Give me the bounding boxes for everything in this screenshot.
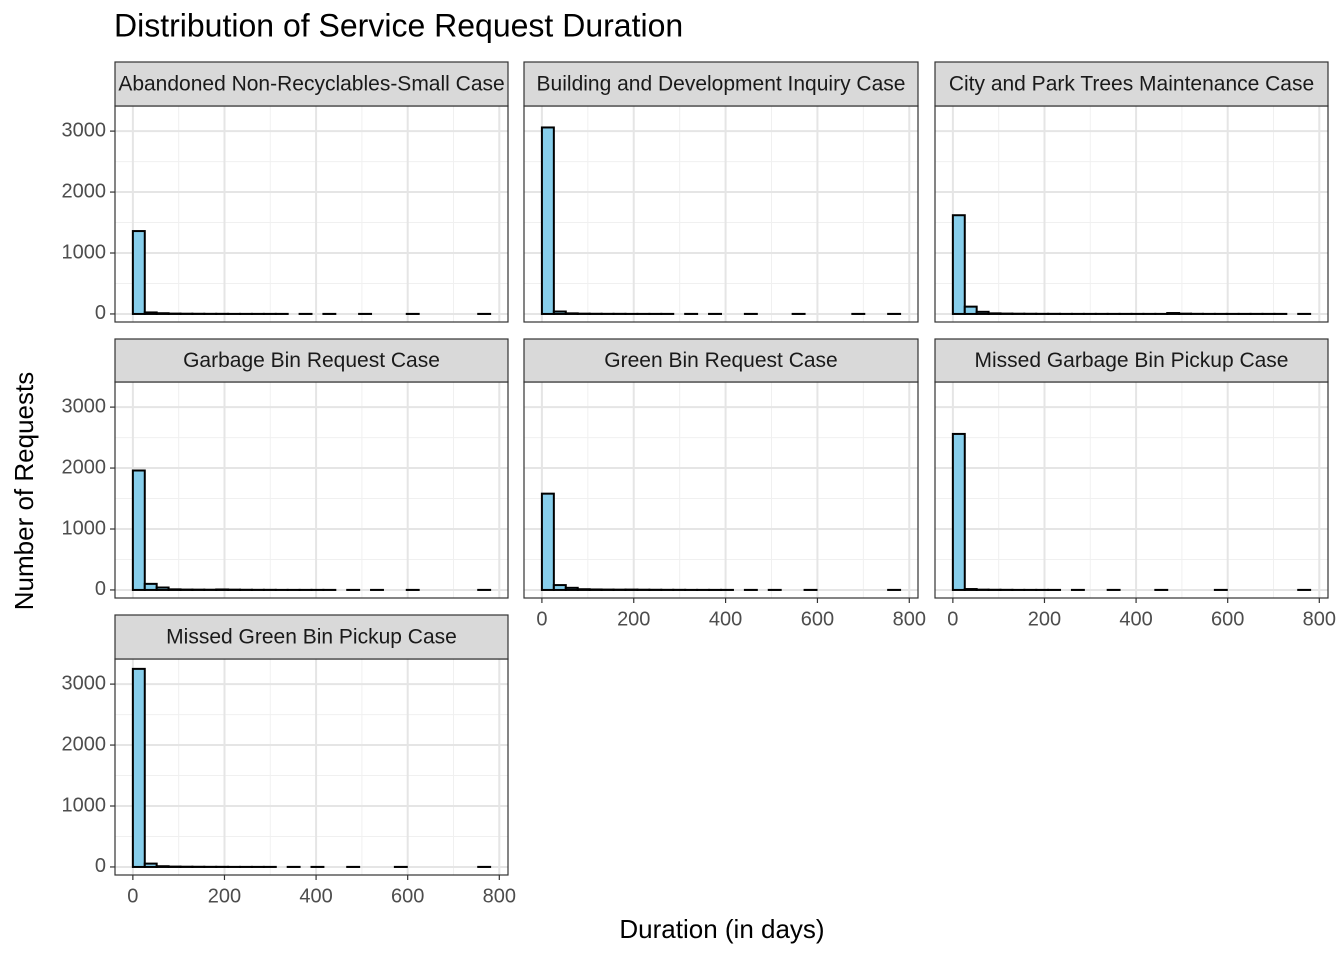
panel-background xyxy=(524,382,918,598)
strip xyxy=(114,61,509,107)
x-tick-label: 200 xyxy=(208,885,241,907)
histogram-bar xyxy=(540,492,555,591)
strip-label: Abandoned Non-Recyclables-Small Case xyxy=(118,73,504,96)
panel-background xyxy=(115,106,508,322)
y-tick-label: 1000 xyxy=(62,517,107,539)
histogram-bar xyxy=(131,469,146,591)
panel-background xyxy=(935,106,1328,322)
x-tick-label: 800 xyxy=(1303,608,1336,630)
strip xyxy=(114,614,509,660)
y-tick-label: 2000 xyxy=(62,456,107,478)
y-tick-label: 0 xyxy=(95,302,106,324)
x-tick-label: 400 xyxy=(1119,608,1152,630)
histogram-bar xyxy=(552,310,567,315)
y-tick-label: 2000 xyxy=(62,180,107,202)
y-tick-label: 3000 xyxy=(62,395,107,417)
panel-background xyxy=(524,106,918,322)
strip-label: Garbage Bin Request Case xyxy=(183,349,440,372)
x-tick-label: 600 xyxy=(1211,608,1244,630)
strip-label: Missed Garbage Bin Pickup Case xyxy=(975,349,1289,372)
x-tick-label: 0 xyxy=(947,608,958,630)
y-tick-label: 3000 xyxy=(62,672,107,694)
x-axis-title: Duration (in days) xyxy=(619,914,824,944)
y-tick-label: 3000 xyxy=(62,119,107,141)
histogram-bar xyxy=(987,312,1002,315)
y-tick-label: 2000 xyxy=(62,733,107,755)
x-tick-label: 600 xyxy=(801,608,834,630)
strip-label: Missed Green Bin Pickup Case xyxy=(166,626,457,649)
histogram-bar xyxy=(975,310,990,315)
strip xyxy=(114,338,509,383)
x-tick-label: 200 xyxy=(1028,608,1061,630)
panel: Garbage Bin Request Case 0 1000 2000 3000 xyxy=(62,338,509,600)
strip-label: Building and Development Inquiry Case xyxy=(537,73,906,96)
histogram-bar xyxy=(963,588,978,591)
x-tick-label: 0 xyxy=(536,608,547,630)
histogram-bar xyxy=(564,586,579,591)
histogram-bar xyxy=(963,305,978,315)
x-tick-label: 400 xyxy=(299,885,332,907)
x-tick-label: 400 xyxy=(709,608,742,630)
y-tick-label: 0 xyxy=(95,578,106,600)
strip xyxy=(934,61,1329,107)
strip-label: Green Bin Request Case xyxy=(604,349,837,372)
panel: Green Bin Request Case 0 200 400 600 800 xyxy=(523,338,926,630)
panel-background xyxy=(115,659,508,875)
histogram-bar xyxy=(155,586,170,591)
histogram-bar xyxy=(131,230,146,315)
strip-label: City and Park Trees Maintenance Case xyxy=(949,73,1314,96)
panel: City and Park Trees Maintenance Case xyxy=(934,61,1329,323)
histogram-bar xyxy=(951,432,966,591)
histogram-bar xyxy=(576,588,591,591)
histogram-bar xyxy=(143,582,158,591)
histogram-bar xyxy=(1166,312,1181,315)
histogram-bar xyxy=(131,667,146,868)
histogram-bar xyxy=(155,312,170,315)
y-axis-title: Number of Requests xyxy=(9,372,39,610)
chart-title: Distribution of Service Request Duration xyxy=(114,7,683,43)
y-tick-label: 1000 xyxy=(62,241,107,263)
histogram-bar xyxy=(951,214,966,315)
x-tick-label: 800 xyxy=(483,885,516,907)
panel: Missed Green Bin Pickup Case010002000300… xyxy=(62,614,516,907)
histogram-bar xyxy=(552,584,567,591)
strip xyxy=(523,61,919,107)
panel: Abandoned Non-Recyclables-Small Case 0 100… xyxy=(62,61,509,324)
y-tick-label: 1000 xyxy=(62,794,107,816)
y-tick-label: 0 xyxy=(95,855,106,877)
x-tick-label: 800 xyxy=(893,608,926,630)
histogram-bar xyxy=(143,311,158,315)
histogram-bar xyxy=(143,862,158,868)
histogram-bar xyxy=(564,312,579,315)
panel-background xyxy=(935,382,1328,598)
histogram-bar xyxy=(540,126,555,315)
x-tick-label: 0 xyxy=(127,885,138,907)
panel: Building and Development Inquiry Case xyxy=(523,61,919,323)
strip xyxy=(934,338,1329,383)
x-tick-label: 200 xyxy=(617,608,650,630)
panel-background xyxy=(115,382,508,598)
strip xyxy=(523,338,919,383)
histogram-bar xyxy=(155,865,170,868)
histogram-bar xyxy=(167,588,182,591)
x-tick-label: 600 xyxy=(391,885,424,907)
panel: Missed Garbage Bin Pickup Case 0 200 400 600… xyxy=(934,338,1336,630)
